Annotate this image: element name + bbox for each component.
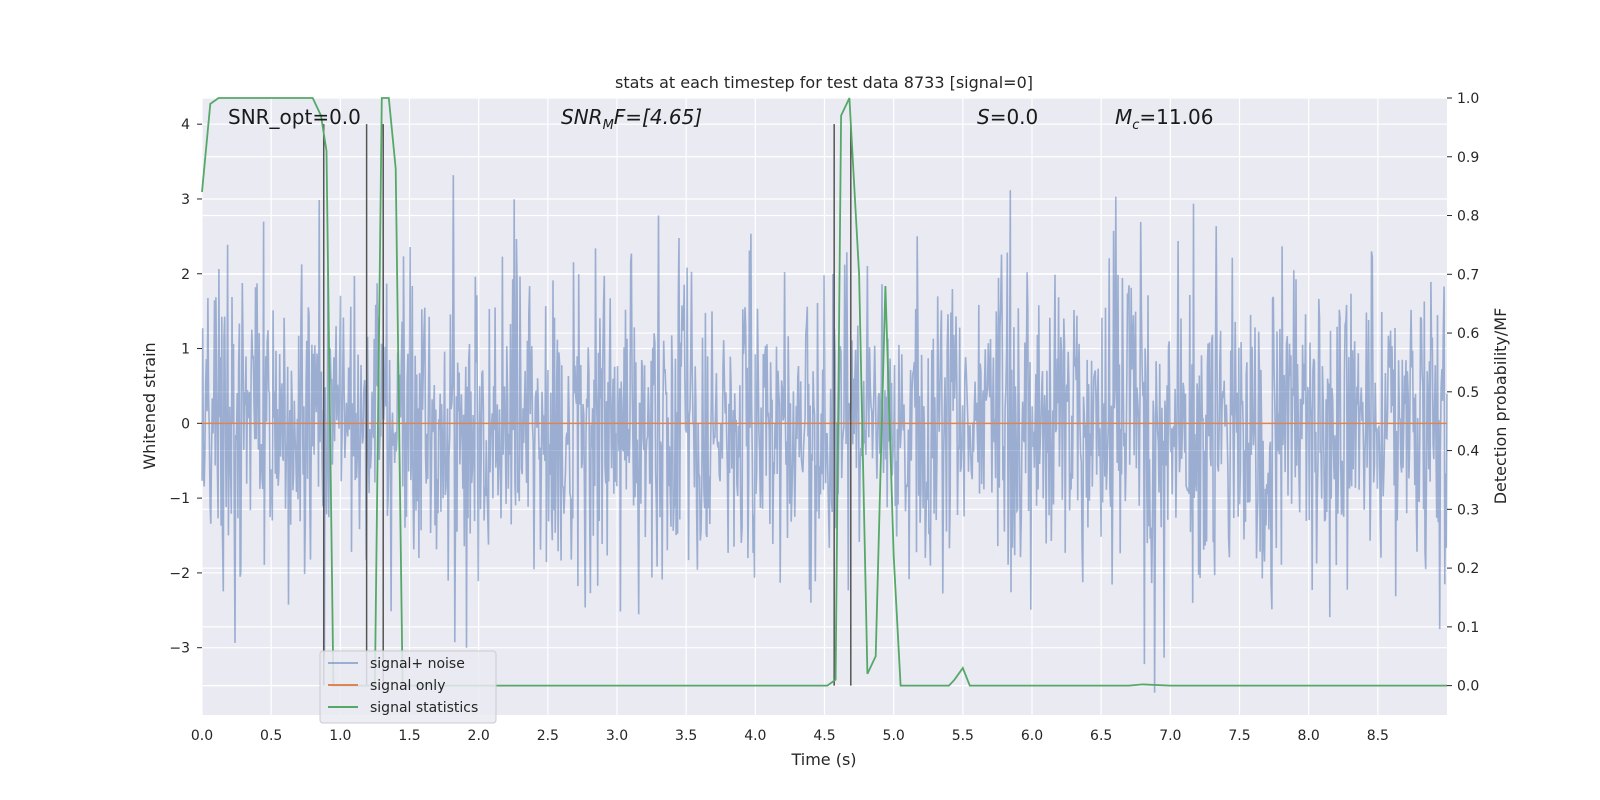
y-left-tick-label-1: 3 — [181, 192, 190, 208]
y-right-tick-label-5: 0.5 — [1457, 385, 1479, 401]
y-right-axis-label: Detection probability/MF — [1491, 308, 1510, 505]
x-axis-ticks: 0.0 0.5 1.0 1.5 2.0 2.5 3.0 3.5 4.0 4.5 5.0 5.5 6.0 6… — [191, 728, 1389, 744]
series-signal-noise — [201, 175, 1448, 693]
y-left-tick-label-2: 2 — [181, 267, 190, 283]
x-tick-label-12: 6.0 — [1021, 728, 1043, 744]
y-left-tick-label-6: −2 — [169, 566, 190, 582]
y-right-tick-label-0: 1.0 — [1457, 91, 1479, 107]
x-tick-label-11: 5.5 — [952, 728, 974, 744]
y-left-axis-label: Whitened strain — [140, 342, 159, 469]
y-right-tick-label-9: 0.1 — [1457, 620, 1479, 636]
signal-statistics-line — [201, 97, 1447, 687]
x-tick-label-14: 7.0 — [1159, 728, 1181, 744]
y-right-tick-label-3: 0.7 — [1457, 267, 1479, 283]
vertical-lines — [322, 124, 852, 686]
y-right-tick-label-2: 0.8 — [1457, 209, 1479, 225]
annotation-mc: Mc=11.06 — [1115, 105, 1213, 133]
y-right-axis-ticks: 1.0 0.9 0.8 0.7 0.6 0.5 0.4 0.3 0.2 0.1 0.0 — [1447, 91, 1479, 695]
y-right-tick-label-10: 0.0 — [1457, 679, 1479, 695]
x-tick-label-9: 4.5 — [813, 728, 835, 744]
legend-label-signal-noise: signal+ noise — [370, 656, 465, 672]
y-right-tick-label-8: 0.2 — [1457, 561, 1479, 577]
x-tick-label-16: 8.0 — [1298, 728, 1320, 744]
y-left-tick-label-4: 0 — [181, 416, 190, 432]
legend-box — [319, 650, 497, 724]
x-tick-label-13: 6.5 — [1090, 728, 1112, 744]
y-right-tick-label-1: 0.9 — [1457, 150, 1479, 166]
x-tick-label-7: 3.5 — [675, 728, 697, 744]
x-tick-label-4: 2.0 — [468, 728, 490, 744]
y-right-tick-label-6: 0.4 — [1457, 444, 1479, 460]
x-tick-label-2: 1.0 — [329, 728, 351, 744]
x-axis-label: Time (s) — [790, 750, 856, 769]
signal-noise-line — [201, 175, 1448, 693]
y-left-tick-label-5: −1 — [169, 491, 190, 507]
x-tick-label-1: 0.5 — [260, 728, 282, 744]
y-left-tick-label-7: −3 — [169, 641, 190, 657]
y-left-tick-label-3: 1 — [181, 342, 190, 358]
x-tick-label-5: 2.5 — [537, 728, 559, 744]
annotation-s: S=0.0 — [977, 105, 1038, 129]
x-tick-label-8: 4.0 — [744, 728, 766, 744]
x-tick-label-6: 3.0 — [606, 728, 628, 744]
x-tick-label-17: 8.5 — [1367, 728, 1389, 744]
x-tick-label-0: 0.0 — [191, 728, 213, 744]
y-left-tick-label-0: 4 — [181, 117, 190, 133]
x-tick-label-15: 7.5 — [1228, 728, 1250, 744]
x-tick-label-10: 5.0 — [883, 728, 905, 744]
legend: signal+ noise signal only signal statist… — [319, 650, 497, 724]
series-signal-statistics — [201, 97, 1447, 687]
y-right-tick-label-4: 0.6 — [1457, 326, 1479, 342]
x-tick-label-3: 1.5 — [398, 728, 420, 744]
chart-title: stats at each timestep for test data 873… — [615, 73, 1033, 92]
legend-label-signal-only: signal only — [370, 678, 445, 694]
annotation-snr-mf: SNRMF=[4.65] — [561, 105, 702, 133]
y-left-axis-ticks: 4 3 2 1 0 −1 −2 −3 — [169, 117, 202, 657]
annotation-snr-opt: SNR_opt=0.0 — [228, 105, 361, 129]
y-right-tick-label-7: 0.3 — [1457, 502, 1479, 518]
legend-label-signal-statistics: signal statistics — [370, 700, 478, 716]
